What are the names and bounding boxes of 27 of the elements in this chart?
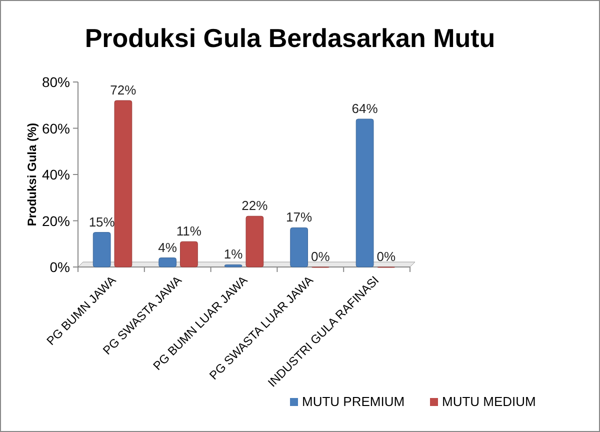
bar: [158, 258, 177, 268]
data-label: 17%: [286, 210, 313, 225]
data-label: 0%: [376, 249, 396, 264]
bar: [92, 232, 111, 268]
y-tick-label: 20%: [42, 212, 70, 229]
y-tick-label: 0%: [50, 259, 70, 275]
data-label: 0%: [311, 249, 330, 264]
data-label: 15%: [88, 214, 116, 230]
data-label: 22%: [242, 198, 268, 214]
bar: [246, 216, 264, 268]
bar: [356, 118, 374, 268]
data-label: 11%: [176, 224, 202, 239]
bar: [180, 241, 198, 268]
data-label: 72%: [110, 82, 137, 98]
bar: [224, 264, 242, 268]
y-tick-label: 80%: [42, 74, 70, 90]
bar: [114, 100, 132, 268]
y-tick-label: 60%: [42, 120, 70, 136]
data-label: 4%: [158, 240, 178, 255]
legend-label: MUTU PREMIUM: [302, 394, 405, 409]
data-label: 64%: [352, 101, 378, 116]
data-label: 1%: [224, 246, 244, 262]
legend-label: MUTU MEDIUM: [442, 394, 536, 409]
chart-title: Produksi Gula Berdasarkan Mutu: [84, 23, 496, 53]
y-tick-label: 40%: [42, 166, 70, 182]
y-axis-title: Produksi Gula (%): [25, 122, 39, 226]
bar: [290, 227, 308, 268]
